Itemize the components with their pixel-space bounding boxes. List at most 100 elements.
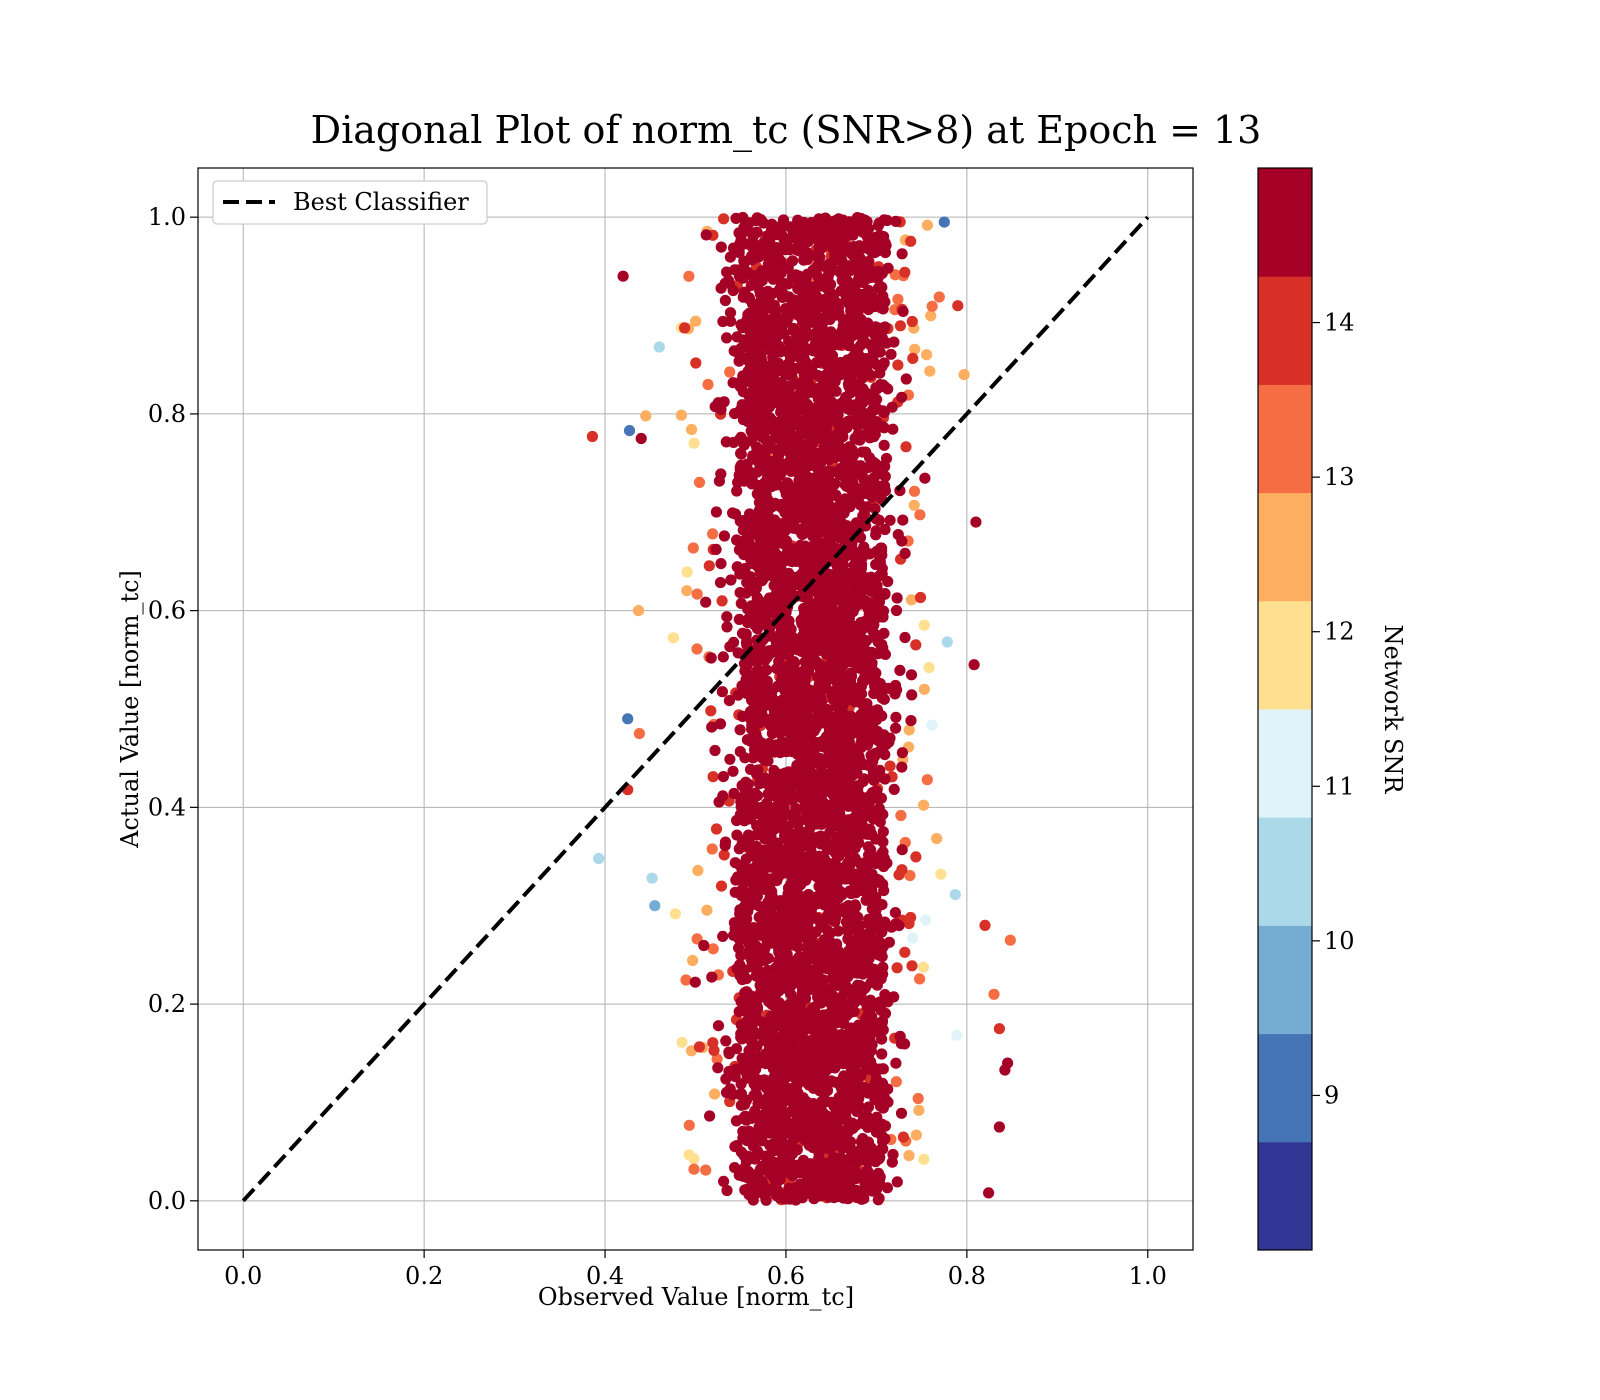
scatter-point <box>739 1110 751 1122</box>
scatter-point <box>783 306 796 318</box>
scatter-point <box>734 587 746 599</box>
scatter-point <box>897 305 909 317</box>
scatter-point <box>870 418 882 430</box>
scatter-point <box>740 1067 753 1079</box>
scatter-point <box>878 439 890 451</box>
scatter-point <box>680 974 692 986</box>
scatter-point <box>993 1121 1006 1133</box>
scatter-point <box>733 613 745 626</box>
scatter-point <box>912 1092 924 1105</box>
scatter-point <box>791 448 803 460</box>
scatter-point <box>785 586 797 598</box>
scatter-point <box>774 727 786 739</box>
scatter-point <box>941 636 953 648</box>
scatter-point <box>793 429 805 441</box>
scatter-point <box>772 915 784 927</box>
scatter-point <box>759 1150 771 1162</box>
scatter-point <box>738 255 750 267</box>
scatter-point <box>700 596 712 608</box>
scatter-point <box>888 783 900 796</box>
scatter-point <box>737 370 749 382</box>
scatter-point <box>752 380 764 392</box>
scatter-point <box>724 366 736 378</box>
scatter-point <box>709 744 721 757</box>
scatter-point <box>876 899 888 911</box>
scatter-point <box>724 753 736 765</box>
scatter-point <box>718 530 731 542</box>
scatter-point <box>914 591 927 604</box>
scatter-point <box>733 942 745 954</box>
scatter-point <box>896 761 908 773</box>
scatter-point <box>862 1038 874 1051</box>
scatter-point <box>806 773 818 785</box>
scatter-point <box>774 244 786 256</box>
scatter-point <box>623 425 636 437</box>
scatter-point <box>779 1007 791 1019</box>
scatter-point <box>816 242 828 254</box>
scatter-point <box>705 652 717 664</box>
scatter-point <box>716 686 729 698</box>
scatter-point <box>821 410 833 422</box>
scatter-point <box>926 719 938 731</box>
scatter-point <box>822 899 834 912</box>
scatter-point <box>796 788 808 800</box>
scatter-point <box>811 504 823 516</box>
scatter-point <box>783 1152 796 1165</box>
scatter-point <box>586 430 599 443</box>
scatter-point <box>750 686 762 698</box>
scatter-point <box>798 340 810 352</box>
scatter-point <box>858 473 870 485</box>
scatter-point <box>732 647 744 659</box>
scatter-point <box>745 875 757 887</box>
scatter-point <box>761 664 773 676</box>
scatter-point <box>739 752 751 764</box>
scatter-point <box>784 891 796 903</box>
scatter-point <box>853 1187 865 1199</box>
scatter-point <box>862 841 875 853</box>
scatter-point <box>796 983 809 995</box>
scatter-point <box>728 636 740 649</box>
scatter-point <box>740 863 752 875</box>
scatter-point <box>824 1173 836 1185</box>
scatter-point <box>823 725 836 737</box>
scatter-point <box>878 627 890 640</box>
scatter-point <box>748 729 760 741</box>
scatter-point <box>732 476 744 488</box>
scatter-point <box>753 523 765 536</box>
scatter-point <box>853 428 865 441</box>
scatter-point <box>776 518 789 530</box>
scatter-point <box>707 1037 719 1049</box>
scatter-point <box>850 1096 862 1108</box>
scatter-point <box>735 1088 748 1100</box>
scatter-point <box>861 862 873 875</box>
scatter-point <box>646 872 658 884</box>
scatter-point <box>813 1152 825 1165</box>
scatter-point <box>824 234 836 247</box>
scatter-point <box>890 1057 902 1069</box>
scatter-point <box>806 818 819 830</box>
scatter-point <box>617 270 629 282</box>
scatter-point <box>849 1039 861 1051</box>
scatter-point <box>679 322 691 334</box>
scatter-point <box>890 722 902 734</box>
scatter-point <box>779 1161 791 1173</box>
scatter-point <box>834 369 846 381</box>
scatter-point <box>895 1107 908 1119</box>
scatter-point <box>801 398 814 410</box>
scatter-point <box>803 692 815 704</box>
scatter-point <box>823 1157 835 1169</box>
scatter-point <box>891 592 903 604</box>
scatter-point <box>724 307 737 319</box>
scatter-point <box>825 441 837 453</box>
scatter-point <box>876 361 888 373</box>
scatter-point <box>692 864 704 877</box>
scatter-point <box>736 838 748 850</box>
scatter-point <box>751 341 763 353</box>
scatter-point <box>766 1112 778 1124</box>
scatter-point <box>889 269 901 281</box>
scatter-point <box>778 403 790 415</box>
scatter-point <box>794 1063 806 1075</box>
scatter-point <box>725 315 737 327</box>
scatter-point <box>833 903 845 915</box>
scatter-point <box>816 320 828 332</box>
